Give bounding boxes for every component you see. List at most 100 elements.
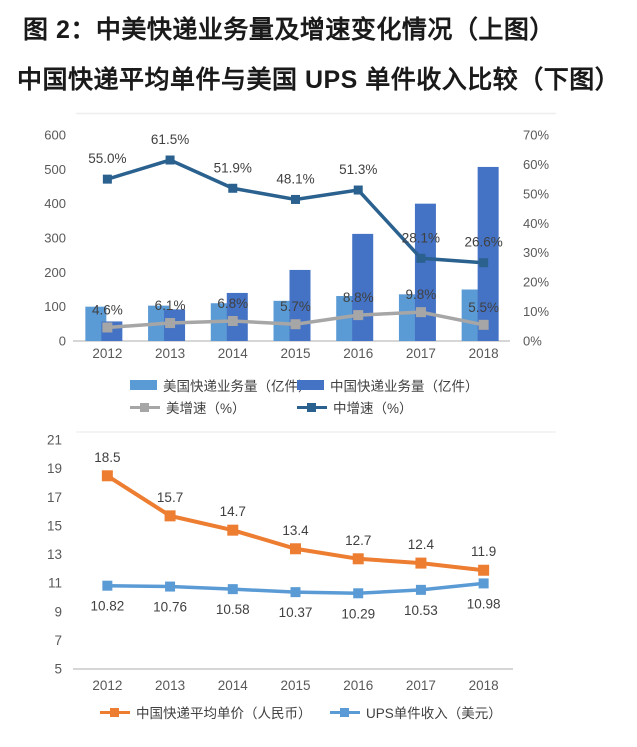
x-axis-year-label: 2015: [280, 678, 310, 693]
price-data-label: 10.98: [467, 596, 501, 611]
right-axis-tick-label: 10%: [523, 304, 549, 319]
right-axis-tick-label: 40%: [523, 216, 549, 231]
x-axis-year-label: 2014: [218, 678, 249, 693]
volume-bar: [477, 166, 499, 341]
cn-price-line-swatch-icon: [100, 707, 130, 718]
price-data-label: 10.58: [216, 602, 250, 617]
line-marker: [416, 253, 426, 263]
x-axis-year-label: 2012: [92, 678, 122, 693]
legend-item-ups-revenue: UPS单件收入（美元）: [330, 702, 502, 722]
right-axis-tick-label: 60%: [523, 157, 549, 172]
legend-label-cn-volume: 中国快递业务量（亿件）: [330, 379, 479, 394]
right-axis-tick-label: 30%: [523, 245, 549, 260]
growth-data-label: 9.8%: [406, 287, 437, 302]
y-axis-tick-label: 13: [47, 547, 62, 562]
legend-row-bars: 美国快递业务量（亿件） 中国快递业务量（亿件）: [0, 374, 637, 396]
price-data-label: 15.7: [157, 490, 183, 505]
volume-bar: [273, 300, 295, 341]
line-marker: [478, 564, 490, 576]
volume-bar: [85, 306, 107, 341]
line-marker: [164, 510, 176, 522]
legend-label-us-growth: 美增速（%）: [166, 401, 246, 416]
bottom-line-chart: 5 7 9 11 13 15 17 19 21 2012 2013 2014 2015 2016 2017 2…: [47, 431, 556, 693]
y-axis-tick-label: 11: [48, 576, 62, 591]
price-data-label: 12.7: [345, 533, 371, 548]
x-axis-year-label: 2013: [155, 678, 185, 693]
cn-volume-bar-swatch-icon: [297, 380, 324, 390]
y-axis-tick-label: 5: [54, 662, 62, 677]
y-axis-tick-label: 15: [47, 518, 62, 533]
growth-data-label: 5.5%: [468, 300, 499, 315]
x-axis-year-label: 2014: [218, 346, 249, 361]
legend-row-price: 中国快递平均单价（人民币） UPS单件收入（美元）: [0, 701, 637, 723]
left-axis-tick-label: 500: [44, 162, 66, 177]
line-marker: [102, 322, 113, 333]
line-marker: [227, 584, 238, 595]
growth-data-label: 4.6%: [92, 302, 123, 317]
figure-title-line1: 图 2：中美快递业务量及增速变化情况（上图）: [23, 16, 555, 44]
us-growth-line-swatch-icon: [130, 402, 160, 413]
legend-label-cn-price: 中国快递平均单价（人民币）: [136, 706, 312, 721]
x-axis-year-label: 2015: [280, 346, 310, 361]
line-marker: [102, 174, 112, 184]
line-marker: [415, 584, 426, 595]
ups-revenue-line-swatch-icon: [330, 707, 360, 718]
line-marker: [415, 307, 426, 318]
price-data-label: 10.53: [404, 603, 438, 618]
growth-data-label: 51.9%: [214, 160, 252, 175]
cn-growth-line-swatch-icon: [297, 402, 327, 413]
line-marker: [165, 318, 176, 329]
line-marker: [227, 315, 238, 326]
legend-row-lines: 美增速（%） 中增速（%）: [0, 396, 637, 418]
left-axis-tick-label: 200: [44, 265, 66, 280]
line-marker: [165, 155, 175, 165]
legend-item-us-volume: 美国快递业务量（亿件）: [130, 375, 312, 395]
line-marker: [102, 580, 113, 591]
left-axis-tick-label: 300: [44, 231, 66, 246]
right-axis-tick-label: 20%: [523, 275, 549, 290]
top-combo-chart: 0 100 200 300 400 500 600 0% 10% 20% 30% 40% 50% 60% 7…: [44, 112, 556, 361]
x-axis-year-label: 2012: [92, 346, 122, 361]
price-data-label: 11.9: [471, 544, 496, 559]
growth-data-label: 6.8%: [217, 296, 248, 311]
line-marker: [290, 543, 301, 555]
line-marker: [165, 581, 176, 592]
right-axis-tick-label: 70%: [523, 128, 549, 143]
x-axis-year-label: 2013: [155, 346, 185, 361]
left-axis-tick-label: 600: [44, 128, 66, 143]
volume-bar: [398, 294, 420, 341]
line-marker: [290, 587, 301, 598]
line-marker: [478, 319, 489, 330]
line-marker: [353, 310, 364, 321]
price-data-label: 10.76: [153, 600, 187, 615]
price-data-label: 18.5: [94, 450, 120, 465]
y-axis-tick-label: 21: [47, 433, 62, 448]
line-marker: [353, 588, 364, 599]
growth-data-label: 55.0%: [88, 151, 126, 166]
growth-data-label: 5.7%: [280, 299, 311, 314]
legend-item-us-growth: 美增速（%）: [130, 397, 297, 417]
volume-bar: [461, 289, 483, 341]
line-marker: [415, 557, 427, 569]
price-data-label: 10.82: [90, 599, 124, 614]
growth-data-label: 48.1%: [276, 171, 314, 186]
y-axis-tick-label: 7: [54, 633, 62, 648]
top-chart-legend: 美国快递业务量（亿件） 中国快递业务量（亿件） 美增速（%） 中增速（%）: [0, 374, 637, 418]
legend-label-ups-revenue: UPS单件收入（美元）: [366, 706, 502, 721]
price-data-label: 14.7: [220, 504, 246, 519]
x-axis-year-label: 2017: [406, 678, 436, 693]
line-marker: [478, 578, 489, 589]
right-axis-tick-label: 0%: [523, 334, 542, 349]
price-data-label: 10.29: [341, 606, 375, 621]
legend-item-cn-price: 中国快递平均单价（人民币）: [100, 702, 330, 722]
growth-data-label: 61.5%: [151, 132, 189, 147]
left-axis-tick-label: 0: [59, 334, 66, 349]
left-axis-tick-label: 100: [44, 299, 66, 314]
line-marker: [290, 319, 301, 330]
growth-data-label: 26.6%: [465, 235, 503, 250]
y-axis-tick-label: 9: [54, 604, 62, 619]
price-data-label: 12.4: [408, 537, 435, 552]
x-axis-year-label: 2018: [469, 678, 499, 693]
x-axis-year-label: 2016: [343, 346, 373, 361]
